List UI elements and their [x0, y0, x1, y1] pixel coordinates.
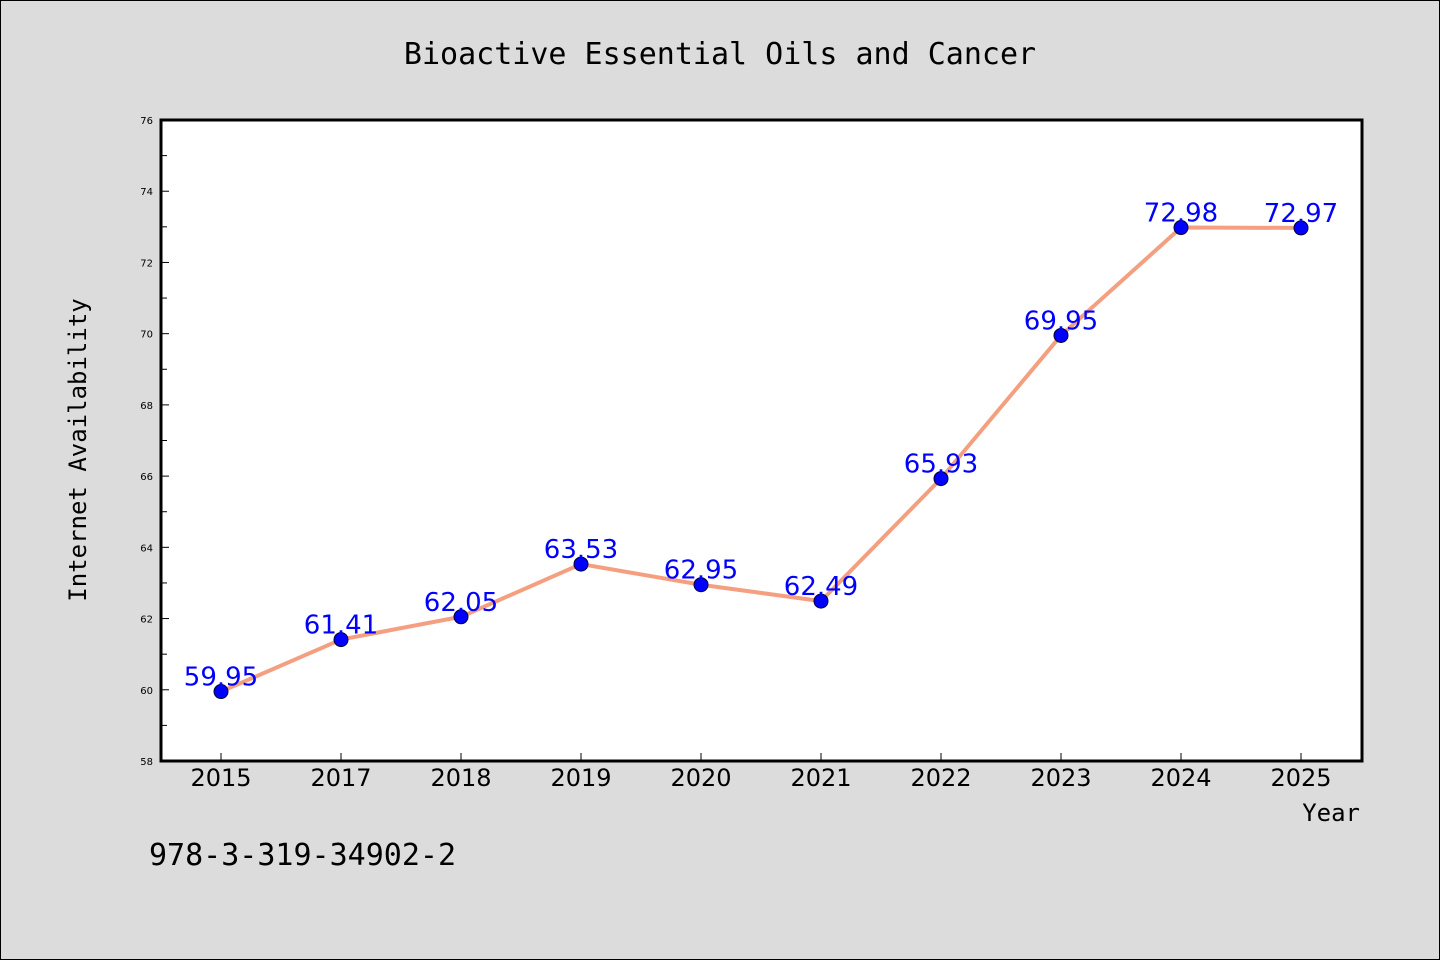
isbn-text: 978-3-319-34902-2 [149, 838, 456, 873]
y-tick-label: 66 [140, 472, 153, 483]
y-tick-label: 70 [140, 330, 153, 341]
y-tick-label: 58 [140, 757, 153, 768]
y-tick-label: 64 [140, 543, 153, 554]
data-point [333, 632, 349, 648]
chart-title: Bioactive Essential Oils and Cancer [404, 37, 1036, 72]
data-label: 65.93 [904, 450, 978, 480]
x-tick-label: 2023 [1030, 764, 1091, 792]
data-label: 62.05 [424, 588, 498, 618]
y-axis-ticks: 58 60 62 64 66 68 70 72 74 76 [140, 116, 169, 768]
data-point [693, 577, 709, 593]
y-tick-label: 74 [140, 187, 153, 198]
y-axis-label: Internet Availability [64, 298, 92, 601]
x-tick-label: 2018 [430, 764, 491, 792]
x-tick-label: 2021 [790, 764, 851, 792]
data-point [213, 684, 229, 700]
x-tick-label: 2020 [670, 764, 731, 792]
y-tick-label: 60 [140, 686, 153, 697]
data-point [1053, 327, 1069, 343]
data-label: 69.95 [1024, 306, 1098, 336]
x-axis-label: Year [1302, 799, 1360, 827]
series-line [220, 225, 1302, 694]
y-tick-label: 68 [140, 401, 153, 412]
data-label: 72.97 [1264, 199, 1338, 229]
data-label: 61.41 [304, 611, 378, 641]
data-point [1293, 220, 1309, 236]
y-tick-label: 72 [140, 258, 153, 269]
data-label: 63.53 [544, 535, 618, 565]
data-point [1173, 220, 1189, 236]
y-tick-label: 76 [140, 116, 153, 127]
data-labels: 59.95 61.41 62.05 63.53 62.95 62.49 65.93 69.95… [184, 199, 1338, 693]
data-point [573, 556, 589, 572]
data-point [813, 593, 829, 609]
y-tick-label: 62 [140, 615, 153, 626]
data-label: 59.95 [184, 663, 258, 693]
x-tick-label: 2024 [1150, 764, 1211, 792]
series-markers [213, 220, 1309, 700]
data-label: 62.49 [784, 572, 858, 602]
x-axis-ticks: 2015 2017 2018 2019 2020 2021 2022 2023 2024 2025 [190, 753, 1332, 792]
x-tick-label: 2017 [310, 764, 371, 792]
series-polyline [220, 225, 1302, 694]
x-tick-label: 2015 [190, 764, 251, 792]
data-label: 62.95 [664, 556, 738, 586]
data-point [453, 609, 469, 625]
data-point [933, 471, 949, 487]
plot-area [159, 118, 1364, 763]
x-tick-label: 2019 [550, 764, 611, 792]
data-label: 72.98 [1144, 199, 1218, 229]
x-tick-label: 2025 [1270, 764, 1331, 792]
x-tick-label: 2022 [910, 764, 971, 792]
